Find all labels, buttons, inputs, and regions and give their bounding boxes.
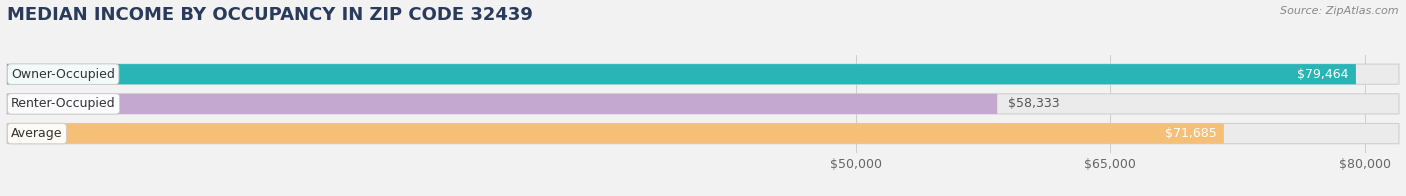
FancyBboxPatch shape [7, 123, 1223, 144]
FancyBboxPatch shape [7, 94, 997, 114]
Text: Owner-Occupied: Owner-Occupied [11, 68, 115, 81]
Text: $79,464: $79,464 [1298, 68, 1348, 81]
FancyBboxPatch shape [7, 64, 1355, 84]
FancyBboxPatch shape [7, 123, 1399, 144]
Text: $58,333: $58,333 [1008, 97, 1060, 110]
Text: Average: Average [11, 127, 63, 140]
Text: Renter-Occupied: Renter-Occupied [11, 97, 115, 110]
FancyBboxPatch shape [7, 64, 1399, 84]
Text: Source: ZipAtlas.com: Source: ZipAtlas.com [1281, 6, 1399, 16]
Text: $71,685: $71,685 [1166, 127, 1218, 140]
FancyBboxPatch shape [7, 94, 1399, 114]
Text: MEDIAN INCOME BY OCCUPANCY IN ZIP CODE 32439: MEDIAN INCOME BY OCCUPANCY IN ZIP CODE 3… [7, 6, 533, 24]
